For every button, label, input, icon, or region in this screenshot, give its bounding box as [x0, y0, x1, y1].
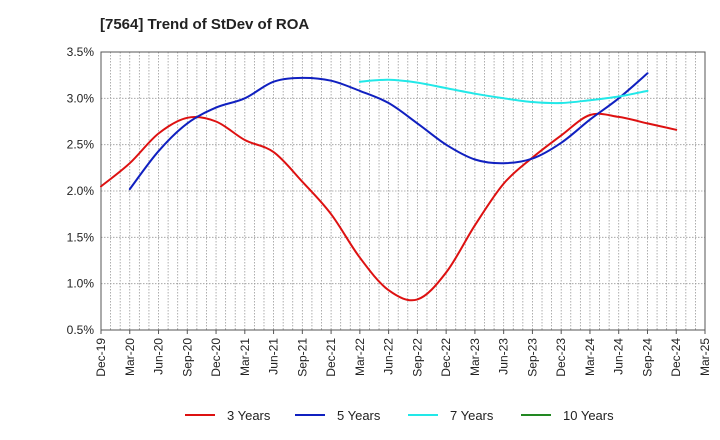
y-tick-label: 3.5%: [67, 45, 95, 59]
legend-item-5-years: 5 Years: [295, 404, 380, 426]
legend-swatch-5-years: [295, 414, 325, 416]
plot-border: [100, 51, 706, 331]
x-tick-label: Mar-22: [353, 338, 367, 376]
x-tick-label: Dec-20: [209, 338, 223, 377]
legend-item-3-years: 3 Years: [185, 404, 270, 426]
x-tick-label: Mar-21: [238, 338, 252, 376]
y-tick-label: 1.0%: [67, 277, 95, 291]
chart-title: [7564] Trend of StDev of ROA: [100, 16, 310, 33]
x-tick-label: Sep-22: [410, 338, 424, 377]
legend-label-7-years: 7 Years: [450, 407, 494, 423]
x-tick-label: Mar-25: [698, 338, 712, 376]
y-tick-label: 2.5%: [67, 138, 95, 152]
x-tick-label: Jun-24: [612, 338, 626, 375]
legend-label-3-years: 3 Years: [227, 407, 271, 423]
series-line-7-years: [358, 78, 649, 105]
legend-swatch-7-years: [408, 414, 438, 416]
legend-item-10-years: 10 Years: [521, 404, 614, 426]
x-tick-label: Jun-22: [382, 338, 396, 375]
x-tick-label: Sep-21: [295, 338, 309, 377]
y-tick-label: 0.5%: [67, 323, 95, 337]
x-tick-label: Dec-19: [94, 338, 108, 377]
series-line-5-years: [128, 72, 649, 191]
legend-label-5-years: 5 Years: [337, 407, 381, 423]
y-tick-label: 1.5%: [67, 230, 95, 244]
legend-label-10-years: 10 Years: [563, 407, 614, 423]
y-tick-label: 2.0%: [67, 184, 95, 198]
x-tick-label: Dec-21: [324, 338, 338, 377]
x-tick-label: Sep-20: [180, 338, 194, 377]
x-tick-label: Jun-21: [267, 338, 281, 375]
x-tick-label: Mar-20: [123, 338, 137, 376]
x-tick-label: Mar-23: [468, 338, 482, 376]
x-tick-label: Jun-23: [497, 338, 511, 375]
legend: 3 Years 5 Years 7 Years 10 Years: [0, 404, 720, 426]
x-tick-label: Mar-24: [583, 338, 597, 376]
x-tick-label: Sep-24: [640, 338, 654, 377]
x-tick-label: Dec-24: [669, 338, 683, 377]
legend-swatch-3-years: [185, 414, 215, 416]
legend-item-7-years: 7 Years: [408, 404, 493, 426]
x-tick-label: Dec-23: [554, 338, 568, 377]
y-tick-label: 3.0%: [67, 91, 95, 105]
x-tick-label: Jun-20: [152, 338, 166, 375]
legend-swatch-10-years: [521, 414, 551, 416]
x-tick-label: Sep-23: [525, 338, 539, 377]
x-tick-label: Dec-22: [439, 338, 453, 377]
